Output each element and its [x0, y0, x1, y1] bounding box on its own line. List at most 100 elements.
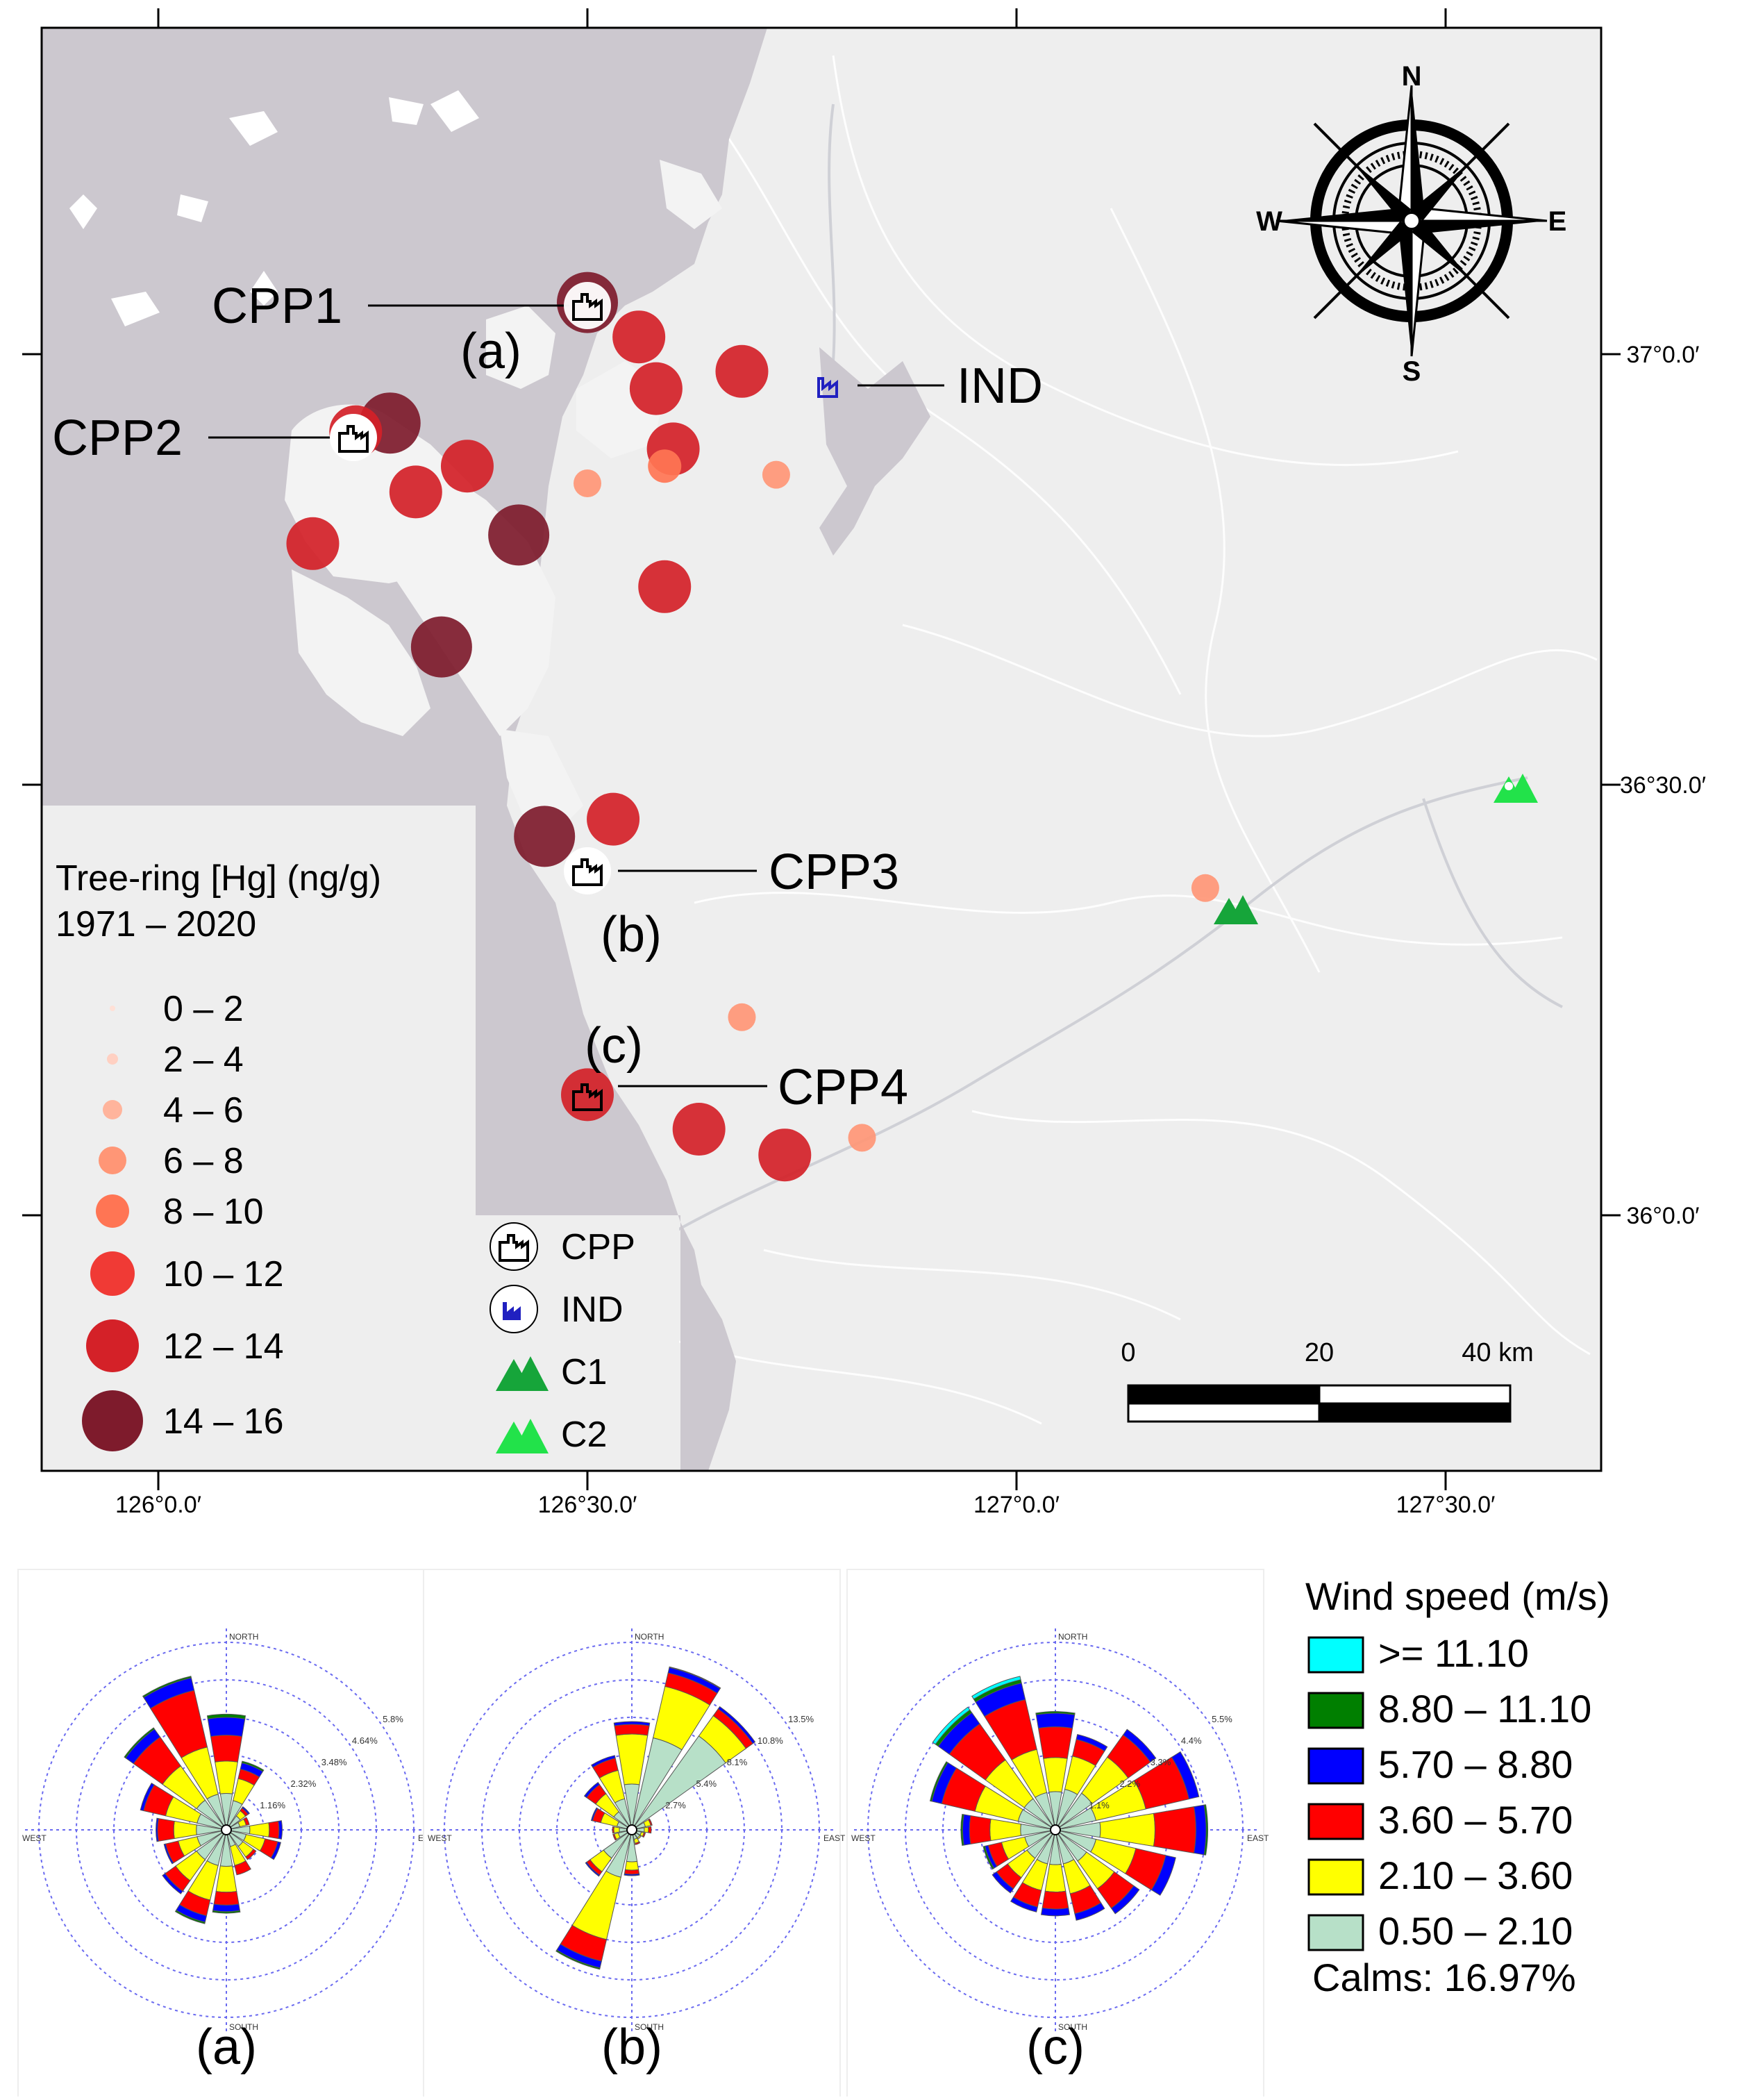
legend-c2-label: C2: [561, 1415, 607, 1455]
wind-rose-petal-segment: [1037, 1726, 1073, 1759]
source-icons: [330, 282, 838, 1111]
lon-tick-label: 126°30.0′: [538, 1492, 637, 1518]
wind-rose-ring-label: 5.4%: [696, 1778, 717, 1789]
wind-rose-petal-segment: [637, 1835, 642, 1840]
symbol-legend: CPP IND C1 C2: [478, 1222, 679, 1467]
wind-rose-south-label: SOUTH: [635, 2022, 664, 2032]
wind-rose-petal-segment: [583, 1781, 601, 1799]
wind-rose-west-label: WEST: [851, 1833, 876, 1843]
wind-rose-ring-label: 2.32%: [290, 1778, 316, 1789]
compass-e: E: [1548, 206, 1567, 237]
wind-rose-north-label: NORTH: [1058, 1632, 1087, 1642]
cpp2-factory-icon: [330, 414, 377, 461]
hg-legend-symbol: [96, 1194, 129, 1228]
cpp1-sub-label: (a): [460, 324, 521, 379]
compass-rose: N S E W: [1256, 61, 1566, 387]
hg-legend-symbol: [86, 1319, 139, 1372]
hg-site-marker: [1191, 874, 1219, 902]
wind-rose-ring-label: 8.1%: [727, 1757, 748, 1767]
wind-rose-petal-segment: [124, 1727, 156, 1759]
wind-rose-petal-segment: [270, 1841, 282, 1860]
compass-n: N: [1402, 61, 1422, 92]
c1-site-icon: [1214, 895, 1258, 924]
legend-c1-icon: [496, 1356, 549, 1391]
scale-bar: 0 20 40 km: [1121, 1338, 1534, 1423]
hg-legend-label: 2 – 4: [163, 1040, 244, 1080]
hg-site-marker: [612, 310, 666, 364]
scale-label-0: 0: [1121, 1338, 1135, 1367]
wind-rose-petal-segment: [1153, 1806, 1196, 1853]
wind-rose-petal-segment: [624, 1873, 640, 1876]
wind-rose-petal-segment: [1040, 1907, 1071, 1917]
wind-legend-label: 0.50 – 2.10: [1378, 1909, 1573, 1953]
cpp3-sub-label: (b): [601, 907, 662, 962]
wind-rose-petal-segment: [206, 1713, 246, 1719]
wind-legend-swatch: [1307, 1803, 1364, 1840]
wind-rose-petal-segment: [1010, 1896, 1038, 1912]
hg-site-marker: [648, 449, 682, 483]
cpp1-factory-icon: [564, 282, 611, 329]
map-islands: [69, 90, 479, 326]
wind-rose-north-label: NORTH: [635, 1632, 664, 1642]
wind-rose-ring-label: 1.1%: [1089, 1800, 1110, 1810]
wind-rose-petal-segment: [1203, 1804, 1209, 1856]
lat-tick-labels: 37°0.0′ 36°30.0′ 36°0.0′: [1620, 342, 1706, 1229]
wind-rose-petal-segment: [241, 1760, 265, 1772]
wind-rose-east-label: EAST: [1247, 1833, 1269, 1843]
hg-site-marker: [389, 465, 442, 519]
wind-rose-petal-segment: [932, 1706, 971, 1745]
wind-roses: 1.16% 2.32% 3.48% 4.64% 5.8% NORTH SOUTH EAST WE…: [17, 1569, 1269, 2098]
wind-rose-south-label: SOUTH: [1058, 2022, 1087, 2032]
wind-legend-label: 5.70 – 8.80: [1378, 1742, 1573, 1786]
lon-tick-label: 126°0.0′: [115, 1492, 201, 1518]
hg-site-marker: [638, 560, 692, 613]
lat-tick-label: 37°0.0′: [1626, 342, 1699, 368]
wind-legend-calms: Calms: 16.97%: [1312, 1956, 1576, 1999]
hg-site-marker: [672, 1103, 726, 1156]
map-frame: [40, 26, 1603, 1472]
wind-legend-items: >= 11.10 8.80 – 11.10 5.70 – 8.80 3.60 – 5.…: [1307, 1631, 1591, 1953]
wind-rose-petal-segment: [971, 1676, 1021, 1700]
compass-s: S: [1403, 356, 1421, 387]
wind-rose-petal-segment: [213, 1890, 240, 1906]
wind-legend-swatch: [1307, 1914, 1364, 1951]
wind-rose-petal-segment: [1042, 1890, 1069, 1910]
wind-rose-petal-segment: [648, 1818, 653, 1826]
hg-legend-items: 0 – 2 2 – 4 4 – 6 6 – 8 8 – 10 10 – 12 12 – 14…: [82, 989, 284, 1451]
cpp4-sub-label: (c): [585, 1018, 643, 1074]
wind-rose-ring-label: 2.2%: [1119, 1778, 1140, 1789]
hg-legend-label: 12 – 14: [163, 1326, 284, 1367]
hg-site-marker: [758, 1128, 812, 1182]
hg-site-marker: [488, 504, 550, 566]
wind-rose-petal-segment: [156, 1817, 159, 1842]
wind-legend-swatch: [1307, 1858, 1364, 1896]
wind-rose-petal-segment: [612, 1826, 614, 1834]
hg-legend-label: 6 – 8: [163, 1141, 244, 1181]
wind-rose-petal-segment: [162, 1873, 183, 1894]
wind-rose-ring-label: 3.48%: [321, 1757, 347, 1767]
wind-rose-petal-segment: [624, 1860, 639, 1871]
wind-rose-ring-label: 2.7%: [665, 1800, 686, 1810]
hg-site-marker: [728, 1003, 756, 1031]
map-estuary: [819, 347, 930, 556]
wind-rose: 1.16%2.32%3.48%4.64%5.8%NORTHSOUTHEASTWE…: [17, 1569, 440, 2098]
compass-w: W: [1256, 206, 1282, 237]
wind-rose-petal-segment: [234, 1860, 251, 1876]
wind-legend-title: Wind speed (m/s): [1305, 1574, 1610, 1618]
wind-rose-petal-segment: [929, 1761, 948, 1802]
wind-rose-petal-segment: [210, 1735, 243, 1762]
wind-rose-petal-segment: [969, 1815, 992, 1845]
wind-rose-petal-segment: [1171, 1751, 1200, 1800]
wind-rose-petal-segment: [634, 1841, 641, 1846]
wind-rose-petal-segment: [614, 1724, 650, 1736]
wind-rose-east-label: EAST: [823, 1833, 846, 1843]
wind-rose-petal-segment: [268, 1820, 280, 1840]
legend-ind-icon: [490, 1285, 538, 1333]
legend-c2-icon: [496, 1419, 549, 1453]
wind-rose-panel-label: (c): [1026, 2019, 1085, 2075]
wind-rose-center: [221, 1824, 232, 1835]
wind-rose-petal-segment: [962, 1814, 971, 1846]
wind-rose-ring-label: 4.4%: [1181, 1735, 1202, 1746]
wind-rose-petal-segment: [555, 1949, 601, 1970]
hg-legend-label: 14 – 16: [163, 1401, 284, 1442]
